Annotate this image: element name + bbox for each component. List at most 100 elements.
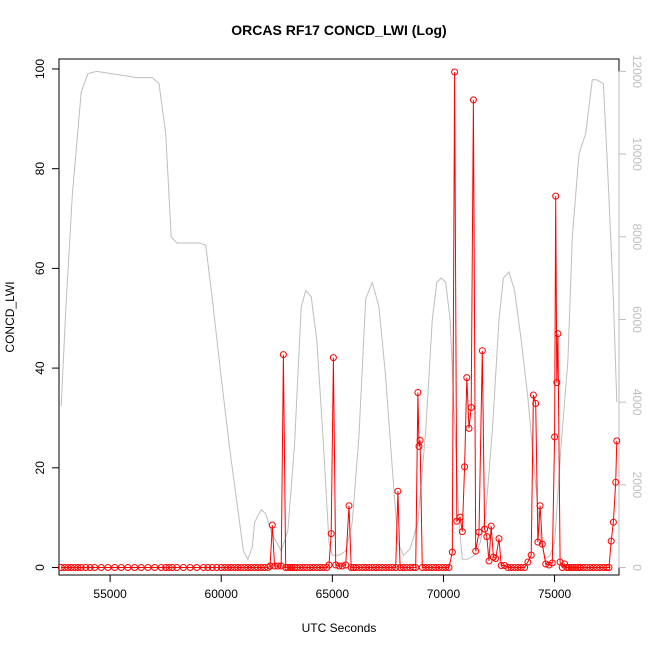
concentration-point	[403, 564, 411, 571]
concentration-point	[469, 96, 477, 104]
x-tick-label: 70000	[427, 587, 461, 601]
concentration-point	[268, 521, 276, 529]
concentration-point	[186, 564, 194, 571]
concentration-point	[335, 562, 343, 570]
concentration-point	[362, 564, 370, 571]
concentration-point	[385, 564, 393, 571]
concentration-point	[448, 548, 456, 556]
concentration-point	[82, 564, 90, 571]
y-tick-label: 60	[33, 261, 47, 275]
concentration-point	[497, 562, 505, 569]
y2-tick-label: 8000	[630, 223, 644, 250]
concentration-point	[514, 564, 522, 571]
concentration-point	[487, 522, 495, 530]
concentration-point	[561, 560, 569, 568]
concentration-point	[365, 564, 373, 571]
y-tick-label: 40	[33, 361, 47, 375]
concentration-point	[231, 564, 239, 571]
concentration-point	[86, 564, 94, 571]
concentration-point	[151, 564, 159, 571]
concentration-point	[478, 347, 486, 355]
concentration-point	[412, 564, 420, 571]
concentration-point	[532, 400, 540, 407]
concentration-point	[511, 564, 519, 571]
concentration-point	[131, 564, 139, 571]
concentration-point	[605, 564, 613, 571]
concentration-point	[213, 564, 221, 571]
concentration-point	[529, 391, 537, 399]
concentration-point	[536, 502, 544, 510]
chart-title: ORCAS RF17 CONCD_LWI (Log)	[231, 22, 446, 38]
concentration-point	[296, 564, 304, 571]
concentration-point	[465, 424, 473, 432]
concentration-point	[399, 564, 407, 571]
concentration-point	[409, 564, 417, 571]
concentration-point	[137, 564, 145, 571]
y-tick-label: 0	[33, 564, 47, 571]
concentration-point	[609, 518, 617, 526]
y2-tick-label: 6000	[630, 306, 644, 333]
concentration-point	[91, 564, 99, 571]
concentration-point	[247, 564, 255, 571]
concentration-point	[173, 564, 181, 571]
concentration-point	[274, 562, 282, 570]
concentration-point	[282, 564, 290, 571]
y2-tick-label: 2000	[630, 472, 644, 499]
concentration-point	[368, 564, 376, 571]
concentration-point	[538, 540, 546, 548]
concentration-point	[563, 564, 571, 571]
concentration-point	[552, 192, 560, 200]
concentration-point	[375, 564, 383, 571]
concentration-point	[71, 564, 79, 571]
concentration-point	[97, 564, 105, 571]
concentration-point	[327, 530, 335, 538]
concentration-point	[586, 564, 594, 571]
concentration-point	[293, 564, 301, 571]
concentration-point	[589, 564, 597, 571]
concentration-point	[613, 437, 621, 445]
concentration-point	[165, 564, 173, 571]
x-tick-label: 55000	[93, 587, 127, 601]
x-tick-label: 65000	[316, 587, 350, 601]
concentration-point	[224, 564, 232, 571]
concentration-point	[583, 564, 591, 571]
concentration-point	[554, 330, 562, 338]
concentration-point	[524, 558, 532, 566]
concentration-point	[418, 564, 426, 571]
concentration-point	[286, 564, 294, 571]
concentration-point	[57, 564, 65, 571]
concentration-point	[481, 525, 489, 533]
concentration-point	[271, 562, 279, 570]
concentration-point	[475, 528, 483, 536]
x-axis: 55000 60000 65000 70000 75000	[93, 574, 572, 601]
concentration-point	[162, 564, 170, 571]
concentration-point	[352, 564, 360, 571]
concentration-point	[61, 564, 69, 571]
concentration-point	[325, 561, 333, 569]
concentration-point	[542, 560, 550, 568]
concentration-point	[329, 354, 337, 362]
concentration-point	[179, 564, 187, 571]
concentration-point	[527, 551, 535, 559]
concentration-point	[279, 351, 287, 359]
concentration-point	[299, 564, 307, 571]
concentration-point	[579, 564, 587, 571]
x-tick-label: 60000	[205, 587, 239, 601]
y2-tick-label: 4000	[630, 389, 644, 416]
y-tick-label: 100	[33, 59, 47, 79]
x-axis-label: UTC Seconds	[302, 621, 377, 635]
concentration-point	[378, 564, 386, 571]
concentration-point	[319, 564, 327, 571]
concentration-point	[284, 564, 292, 571]
concentration-point	[316, 564, 324, 571]
concentration-point	[277, 562, 285, 570]
concentration-point	[612, 478, 620, 486]
concentration-point	[451, 68, 459, 76]
concentration-point	[416, 436, 424, 444]
concentration-point	[463, 374, 471, 382]
concentration-point	[388, 564, 396, 571]
y-tick-label: 80	[33, 162, 47, 176]
concentration-point	[507, 564, 515, 571]
concentration-point	[288, 564, 296, 571]
